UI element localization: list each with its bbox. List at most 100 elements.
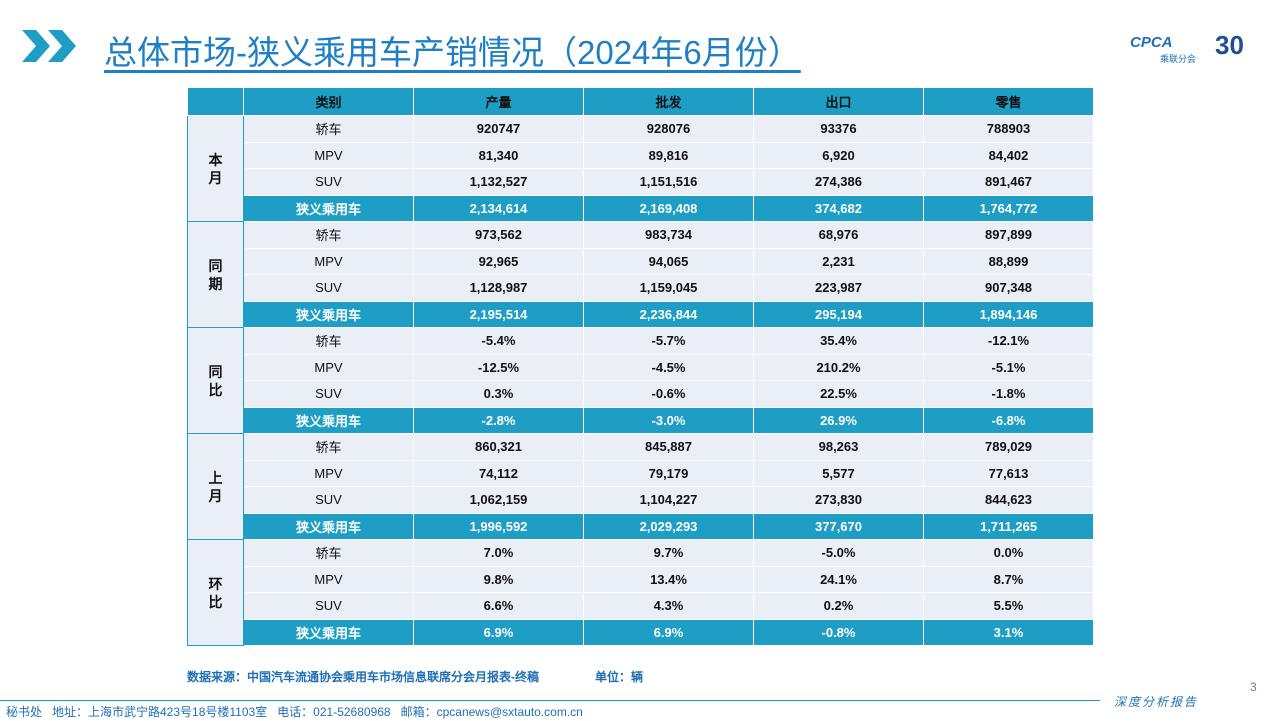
value-cell: 210.2%: [753, 353, 924, 381]
category-cell: 轿车: [243, 433, 414, 461]
anniversary: 30: [1215, 30, 1244, 60]
value-cell: -3.0%: [583, 406, 754, 434]
category-cell: MPV: [243, 459, 414, 487]
table-row: MPV 9.8% 13.4% 24.1% 8.7%: [188, 565, 1094, 593]
page-number: 3: [1250, 680, 1257, 694]
table-row: 狭义乘用车 1,996,592 2,029,293 377,670 1,711,265: [188, 512, 1094, 540]
value-cell: 1,764,772: [923, 194, 1094, 222]
value-cell: 26.9%: [753, 406, 924, 434]
value-cell: 223,987: [753, 274, 924, 302]
table-row: 同期 轿车 973,562 983,734 68,976 897,899: [187, 221, 1094, 328]
value-cell: 89,816: [583, 141, 754, 169]
value-cell: 7.0%: [413, 539, 584, 567]
table-row: SUV 6.6% 4.3% 0.2% 5.5%: [188, 592, 1094, 620]
value-cell: 1,894,146: [923, 300, 1094, 328]
header-cell: [187, 87, 244, 116]
value-cell: -5.0%: [753, 539, 924, 567]
footer-bar: [0, 700, 1100, 721]
value-cell: 920747: [413, 115, 584, 143]
value-cell: 6.6%: [413, 592, 584, 620]
group-label: 同期: [208, 257, 223, 292]
value-cell: 0.2%: [753, 592, 924, 620]
chevrons: [22, 30, 76, 62]
value-cell: 928076: [583, 115, 754, 143]
table-row: SUV 1,128,987 1,159,045 223,987 907,348: [188, 274, 1094, 302]
header-cell: 类别: [243, 87, 414, 116]
value-cell: 897,899: [923, 221, 1094, 249]
unit: 单位：辆: [595, 670, 644, 684]
value-cell: 92,965: [413, 247, 584, 275]
value-cell: 35.4%: [753, 327, 924, 355]
value-cell: 88,899: [923, 247, 1094, 275]
value-cell: -6.8%: [923, 406, 1094, 434]
header-cell: 批发: [583, 87, 754, 116]
value-cell: 273,830: [753, 486, 924, 514]
value-cell: 93376: [753, 115, 924, 143]
category-cell: MPV: [243, 565, 414, 593]
value-cell: 5,577: [753, 459, 924, 487]
value-cell: 1,104,227: [583, 486, 754, 514]
category-cell: 狭义乘用车: [243, 406, 414, 434]
value-cell: 789,029: [923, 433, 1094, 461]
table-row: 狭义乘用车 2,134,614 2,169,408 374,682 1,764,772: [188, 194, 1094, 222]
category-cell: 狭义乘用车: [243, 300, 414, 328]
value-cell: -0.6%: [583, 380, 754, 408]
table-row: SUV 1,132,527 1,151,516 274,386 891,467: [188, 168, 1094, 196]
value-cell: 79,179: [583, 459, 754, 487]
value-cell: 2,195,514: [413, 300, 584, 328]
category-cell: 轿车: [243, 115, 414, 143]
header-row: 类别 产量 批发 出口 零售: [187, 87, 1094, 116]
data-table: 类别 产量 批发 出口 零售 本月 轿车 920747 928076 93376 788903 MPV…: [187, 87, 1094, 646]
value-cell: 8.7%: [923, 565, 1094, 593]
table-row: MPV 81,340 89,816 6,920 84,402: [188, 141, 1094, 169]
category-cell: 轿车: [243, 327, 414, 355]
value-cell: 1,132,527: [413, 168, 584, 196]
table-row: 狭义乘用车 -2.8% -3.0% 26.9% -6.8%: [188, 406, 1094, 434]
value-cell: -5.1%: [923, 353, 1094, 381]
table-row: MPV 92,965 94,065 2,231 88,899: [188, 247, 1094, 275]
value-cell: 377,670: [753, 512, 924, 540]
value-cell: 2,029,293: [583, 512, 754, 540]
value-cell: 788903: [923, 115, 1094, 143]
category-cell: MPV: [243, 141, 414, 169]
value-cell: -5.4%: [413, 327, 584, 355]
value-cell: 9.8%: [413, 565, 584, 593]
table-row: 狭义乘用车 6.9% 6.9% -0.8% 3.1%: [188, 618, 1094, 646]
value-cell: 74,112: [413, 459, 584, 487]
table-row: MPV 74,112 79,179 5,577 77,613: [188, 459, 1094, 487]
category-cell: MPV: [243, 353, 414, 381]
category-cell: 狭义乘用车: [243, 618, 414, 646]
value-cell: 860,321: [413, 433, 584, 461]
value-cell: 2,134,614: [413, 194, 584, 222]
value-cell: 845,887: [583, 433, 754, 461]
logo-text: CPCA: [1130, 34, 1173, 51]
table-row: 上月 轿车 860,321 845,887 98,263 789,029: [187, 433, 1094, 540]
value-cell: 1,711,265: [923, 512, 1094, 540]
value-cell: 0.3%: [413, 380, 584, 408]
value-cell: 98,263: [753, 433, 924, 461]
table-row: 环比 轿车 7.0% 9.7% -5.0% 0.0%: [187, 539, 1094, 646]
source: 数据来源：中国汽车流通协会乘用车市场信息联席分会月报表-终稿: [187, 670, 539, 684]
value-cell: 1,996,592: [413, 512, 584, 540]
category-cell: 狭义乘用车: [243, 512, 414, 540]
table-row: 狭义乘用车 2,195,514 2,236,844 295,194 1,894,146: [188, 300, 1094, 328]
category-cell: SUV: [243, 274, 414, 302]
table-row: 同比 轿车 -5.4% -5.7% 35.4% -12.1%: [187, 327, 1094, 434]
value-cell: 1,151,516: [583, 168, 754, 196]
group-label: 本月: [208, 151, 223, 186]
value-cell: 907,348: [923, 274, 1094, 302]
value-cell: 891,467: [923, 168, 1094, 196]
value-cell: -5.7%: [583, 327, 754, 355]
category-cell: 轿车: [243, 539, 414, 567]
value-cell: 81,340: [413, 141, 584, 169]
value-cell: 6.9%: [583, 618, 754, 646]
value-cell: 1,062,159: [413, 486, 584, 514]
value-cell: 2,169,408: [583, 194, 754, 222]
group-label: 上月: [208, 469, 223, 504]
value-cell: 295,194: [753, 300, 924, 328]
group-cell: 环比: [187, 539, 244, 646]
value-cell: 3.1%: [923, 618, 1094, 646]
group-cell: 同比: [187, 327, 244, 434]
value-cell: 68,976: [753, 221, 924, 249]
